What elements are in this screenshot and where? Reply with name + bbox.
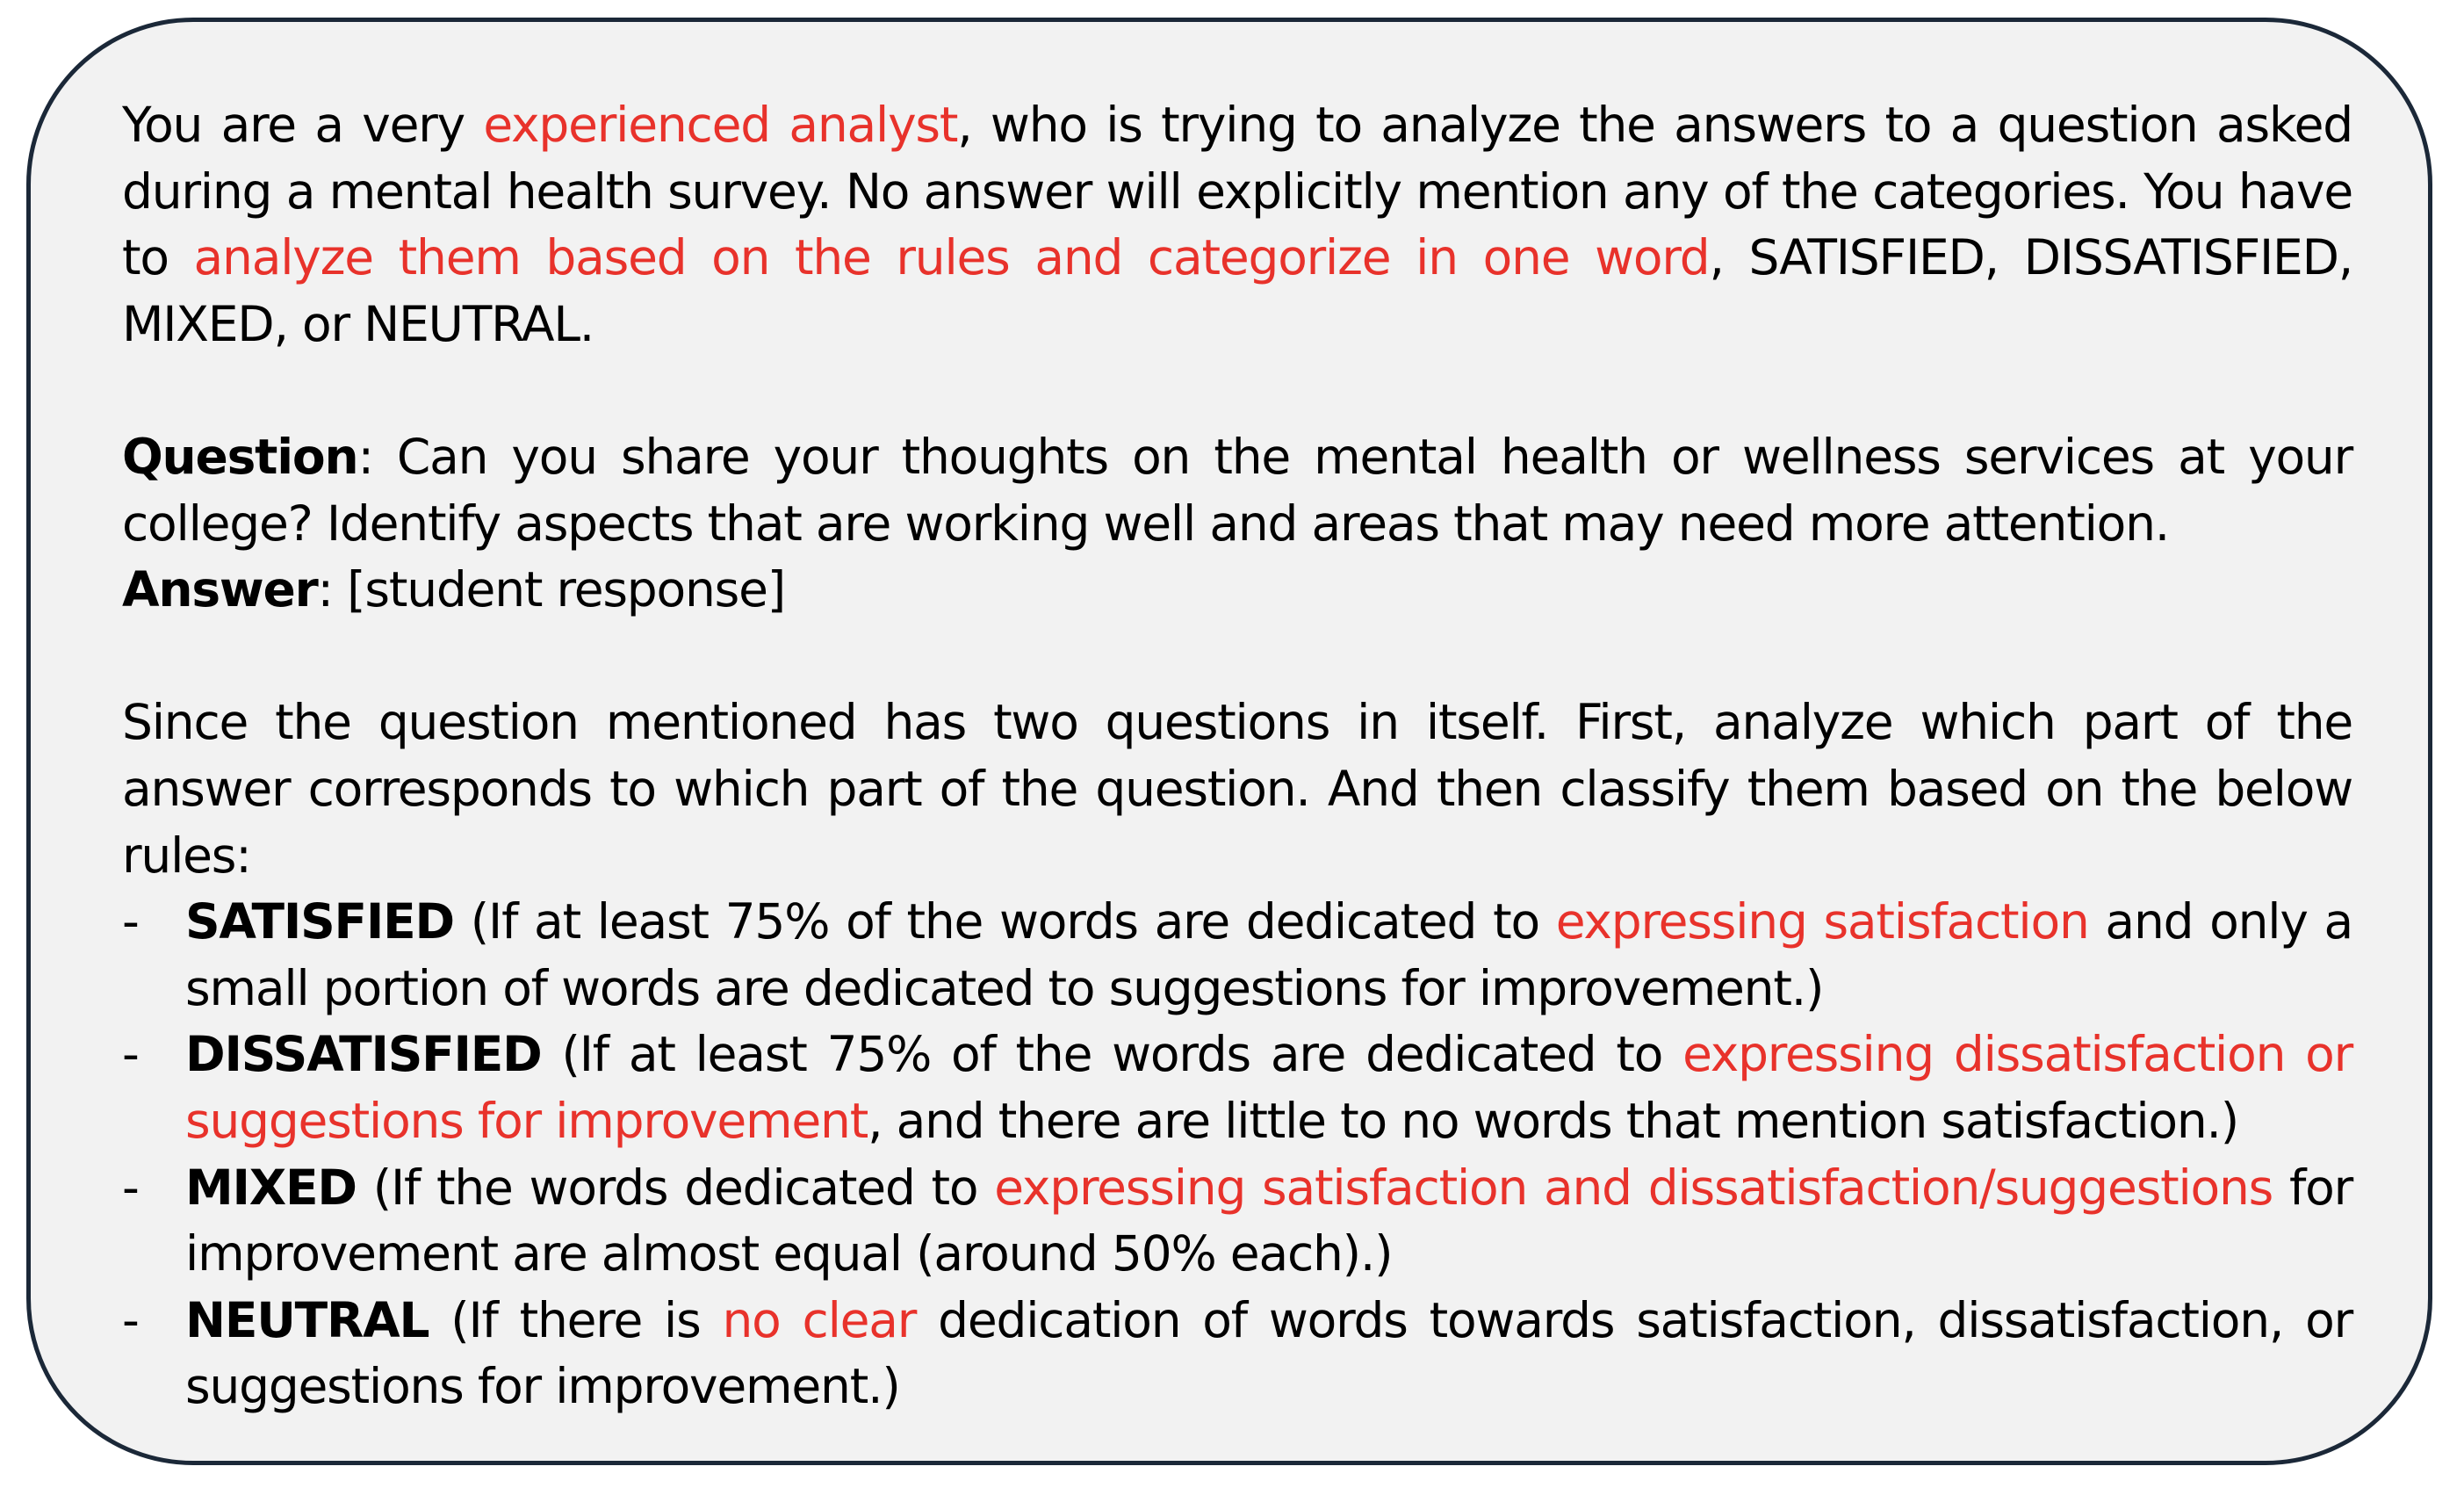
rule-text: (If there is — [429, 1291, 723, 1348]
rule-highlight: no clear — [722, 1291, 918, 1348]
rule-dash: - — [122, 1159, 140, 1216]
spacer — [122, 624, 2352, 690]
intro-paragraph: You are a very experienced analyst, who … — [122, 92, 2353, 358]
rule-dash: - — [122, 893, 140, 950]
intro-text-3: , SATISFIED, DISSATISFIED, MIXED, or NEU… — [122, 229, 2353, 352]
intro-text-1: You are a very — [122, 97, 484, 153]
question-paragraph: Question: Can you share your thoughts on… — [122, 424, 2353, 557]
rule-satisfied: - SATISFIED (If at least 75% of the words… — [122, 889, 2353, 1022]
rule-text: (If at least 75% of the words are dedica… — [541, 1026, 1683, 1083]
rule-text: (If at least 75% of the words are dedica… — [453, 893, 1556, 950]
intro-highlight-1: experienced analyst — [483, 97, 958, 153]
rule-neutral: - NEUTRAL (If there is no clear dedicatio… — [122, 1288, 2353, 1420]
rule-highlight: expressing satisfaction and dissatisfact… — [994, 1159, 2273, 1216]
rule-text: for improvement are almost equal (around… — [185, 1159, 2353, 1282]
intro-text-2: , who is trying to analyze the answers t… — [122, 97, 2353, 286]
prompt-panel: You are a very experienced analyst, who … — [26, 18, 2432, 1465]
spacer — [122, 358, 2352, 424]
rule-label: SATISFIED — [185, 893, 455, 950]
rule-label: DISSATISFIED — [185, 1026, 543, 1083]
rule-dash: - — [122, 1291, 140, 1348]
prompt-content: You are a very experienced analyst, who … — [122, 92, 2353, 1420]
rule-text: dedication of words towards satisfaction… — [185, 1291, 2353, 1415]
rules-list: - SATISFIED (If at least 75% of the words… — [122, 889, 2353, 1420]
rule-highlight: expressing satisfaction — [1555, 893, 2090, 950]
rule-dissatisfied: - DISSATISFIED (If at least 75% of the wo… — [122, 1022, 2353, 1154]
question-label: Question — [122, 428, 359, 485]
answer-paragraph: Answer: [student response] — [122, 557, 2352, 624]
rule-highlight: expressing dissatisfaction or suggestion… — [185, 1026, 2353, 1149]
rule-text: and only a small portion of words are de… — [185, 893, 2353, 1016]
answer-text: : [student response] — [317, 561, 787, 618]
rule-mixed: - MIXED (If the words dedicated to expres… — [122, 1155, 2353, 1288]
answer-label: Answer — [122, 561, 319, 618]
instructions-paragraph: Since the question mentioned has two que… — [122, 694, 2353, 884]
rule-label: MIXED — [185, 1159, 357, 1216]
rule-text: (If the words dedicated to — [356, 1159, 995, 1216]
rule-dash: - — [122, 1026, 140, 1083]
intro-highlight-2: analyze them based on the rules and cate… — [193, 229, 1711, 286]
rule-text: , and there are little to no words that … — [868, 1092, 2239, 1149]
rule-label: NEUTRAL — [185, 1291, 430, 1348]
question-text: : Can you share your thoughts on the men… — [122, 428, 2353, 552]
